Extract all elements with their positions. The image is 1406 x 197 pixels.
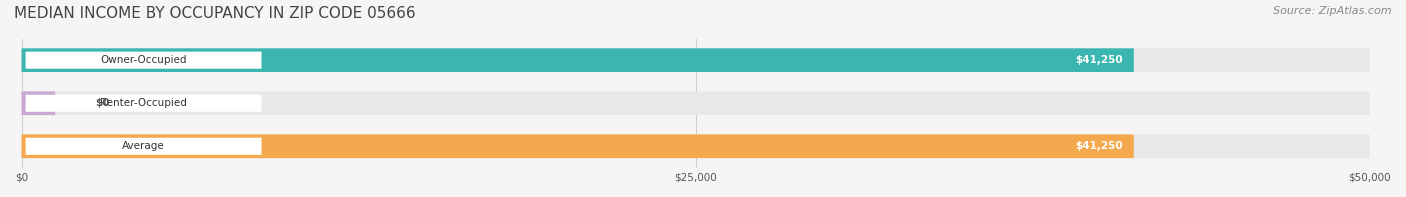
- FancyBboxPatch shape: [21, 135, 1133, 158]
- FancyBboxPatch shape: [21, 48, 1133, 72]
- FancyBboxPatch shape: [25, 138, 262, 155]
- Text: Owner-Occupied: Owner-Occupied: [100, 55, 187, 65]
- FancyBboxPatch shape: [21, 48, 1369, 72]
- FancyBboxPatch shape: [25, 52, 262, 69]
- Text: $0: $0: [96, 98, 110, 108]
- Text: Source: ZipAtlas.com: Source: ZipAtlas.com: [1274, 6, 1392, 16]
- Text: $41,250: $41,250: [1076, 55, 1123, 65]
- Text: Renter-Occupied: Renter-Occupied: [100, 98, 187, 108]
- Text: MEDIAN INCOME BY OCCUPANCY IN ZIP CODE 05666: MEDIAN INCOME BY OCCUPANCY IN ZIP CODE 0…: [14, 6, 416, 21]
- FancyBboxPatch shape: [21, 135, 1369, 158]
- Text: Average: Average: [122, 141, 165, 151]
- Text: $41,250: $41,250: [1076, 141, 1123, 151]
- FancyBboxPatch shape: [21, 91, 55, 115]
- FancyBboxPatch shape: [25, 95, 262, 112]
- FancyBboxPatch shape: [21, 91, 1369, 115]
